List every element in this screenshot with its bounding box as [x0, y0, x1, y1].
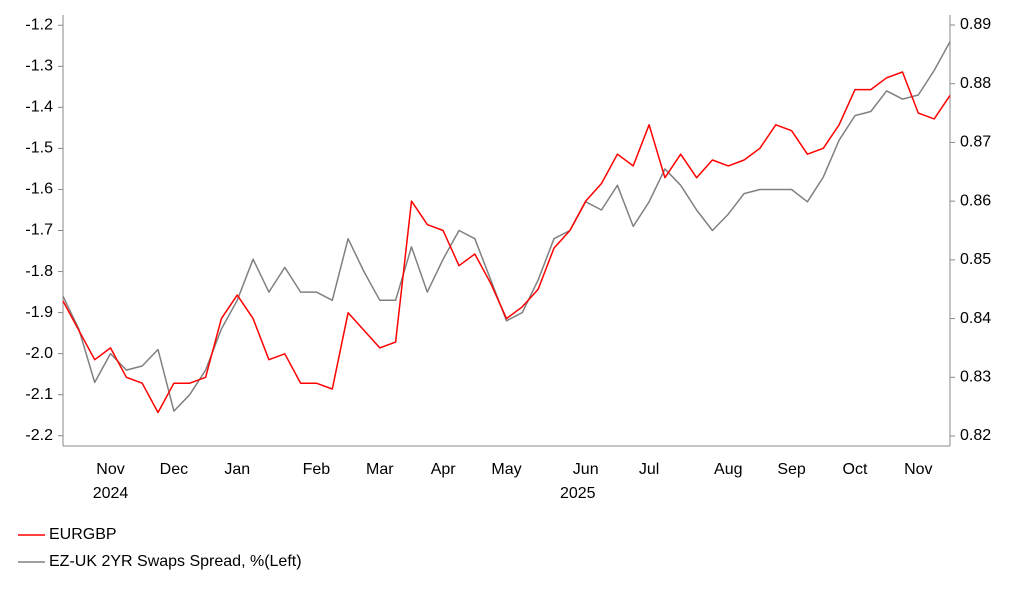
- x-tick-label: May: [491, 461, 521, 478]
- y2-tick-label: 0.86: [960, 192, 991, 209]
- y-tick-label: -2.1: [25, 386, 53, 403]
- x-tick-label: Nov: [96, 461, 124, 478]
- series-line: [62, 41, 951, 412]
- y2-tick-label: 0.87: [960, 134, 991, 151]
- y-tick-label: -1.2: [25, 16, 53, 33]
- y2-tick-label: 0.83: [960, 369, 991, 386]
- y-tick-label: -1.5: [25, 140, 53, 157]
- y-tick-label: -1.8: [25, 263, 53, 280]
- legend-label: EURGBP: [49, 526, 117, 543]
- x-tick-label: Sep: [777, 461, 806, 478]
- x-tick-label: Feb: [303, 461, 331, 478]
- legend-label: EZ-UK 2YR Swaps Spread, %(Left): [49, 553, 302, 570]
- x-tick-label: Oct: [843, 461, 868, 478]
- y2-tick-label: 0.82: [960, 427, 991, 444]
- x-tick-label: Mar: [366, 461, 394, 478]
- x-tick-label: Jul: [639, 461, 659, 478]
- x-group-label: 2025: [560, 485, 596, 502]
- y-tick-label: -1.3: [25, 58, 53, 75]
- x-tick-label: Nov: [904, 461, 932, 478]
- y2-tick-label: 0.88: [960, 75, 991, 92]
- y-tick-label: -2.2: [25, 427, 53, 444]
- x-tick-label: Aug: [714, 461, 742, 478]
- x-tick-label: Apr: [431, 461, 457, 478]
- y2-tick-label: 0.84: [960, 310, 991, 327]
- y-tick-label: -2.0: [25, 345, 53, 362]
- x-tick-label: Jan: [224, 461, 250, 478]
- y-tick-label: -1.7: [25, 222, 53, 239]
- y2-tick-label: 0.85: [960, 251, 991, 268]
- y2-tick-label: 0.89: [960, 16, 991, 33]
- series-line: [62, 71, 951, 414]
- y-tick-label: -1.4: [25, 99, 53, 116]
- x-tick-label: Dec: [160, 461, 188, 478]
- x-tick-label: Jun: [573, 461, 599, 478]
- y-tick-label: -1.6: [25, 181, 53, 198]
- x-group-label: 2024: [93, 485, 129, 502]
- y-tick-label: -1.9: [25, 304, 53, 321]
